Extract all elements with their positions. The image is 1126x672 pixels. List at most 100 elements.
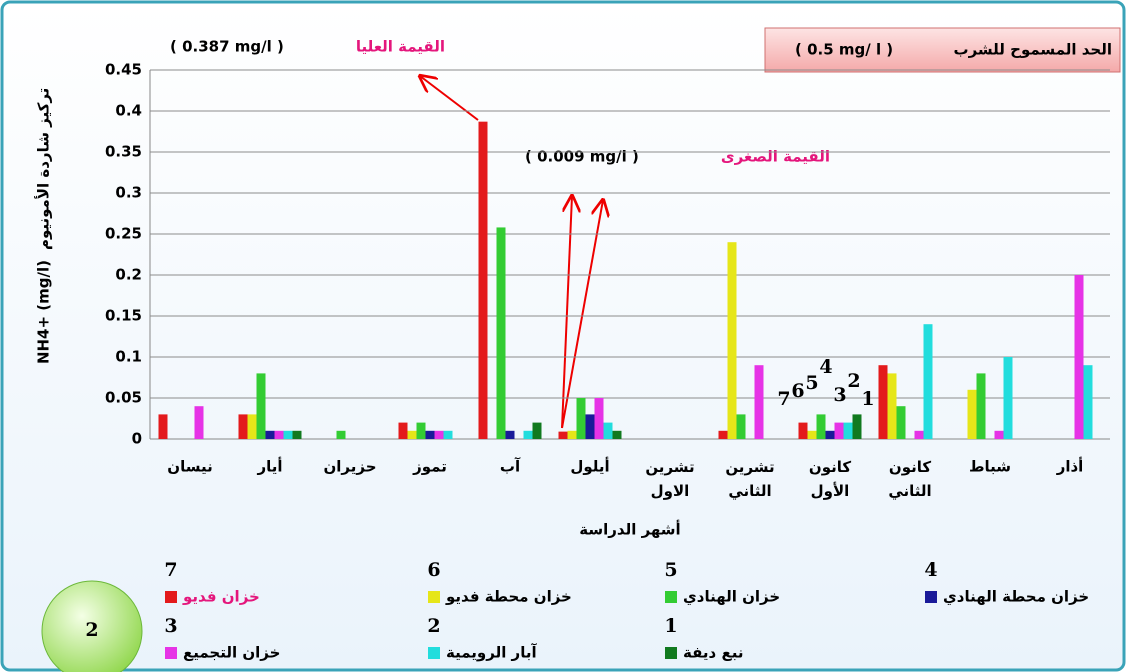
bar-number: 1 — [861, 388, 874, 410]
y-tick-label: 0.1 — [115, 348, 142, 366]
badge — [41, 580, 143, 672]
bar — [256, 373, 266, 439]
y-axis-label: NH4+ (mg/l) — [35, 260, 53, 364]
bar — [923, 324, 933, 439]
bar — [496, 227, 506, 439]
bar — [567, 430, 577, 439]
bar — [896, 406, 906, 439]
bar — [425, 430, 435, 439]
bar — [434, 430, 444, 439]
legend-label: خزان فديو — [182, 588, 260, 606]
bar-number: 5 — [805, 372, 818, 394]
bar — [727, 242, 737, 439]
legend-label: خزان محطة الهنادي — [943, 588, 1089, 607]
x-tick-label: كانون الثاني — [888, 458, 931, 500]
x-tick-label: تشرين الاول — [645, 458, 694, 500]
bar — [834, 422, 844, 439]
bar — [158, 414, 168, 439]
legend-label: آبار الرويمية — [446, 644, 537, 662]
x-tick-label: حزيران — [323, 458, 376, 476]
x-tick-label: أيار — [256, 457, 282, 476]
legend-swatch — [925, 591, 937, 603]
bar — [407, 430, 417, 439]
bar — [247, 414, 257, 439]
y-tick-label: 0.45 — [105, 61, 142, 79]
bar — [292, 430, 302, 439]
legend-label: خزان الهنادي — [683, 588, 780, 607]
x-tick-label: تموز — [412, 458, 447, 476]
y-tick-label: 0 — [132, 430, 142, 448]
legend-swatch — [428, 591, 440, 603]
y-tick-label: 0.4 — [115, 102, 142, 120]
y-axis-label: تركيز شاردة الأمونيوم — [35, 88, 53, 250]
bar — [976, 373, 986, 439]
arrow — [561, 196, 572, 429]
x-tick-label: شباط — [969, 458, 1011, 476]
y-tick-label: 0.25 — [105, 225, 142, 243]
arrow — [420, 76, 479, 121]
legend-label: نبع ديفة — [683, 644, 743, 662]
limit-box — [764, 27, 1121, 73]
x-tick-label: نيسان — [167, 458, 212, 476]
bar-number: 3 — [833, 384, 846, 406]
legend-swatch — [165, 647, 177, 659]
bar — [585, 414, 595, 439]
bar — [416, 422, 426, 439]
bar — [967, 389, 977, 439]
bar — [532, 422, 542, 439]
bar — [718, 430, 728, 439]
legend-swatch — [665, 647, 677, 659]
bar — [336, 430, 346, 439]
legend-number: 5 — [664, 559, 677, 581]
limit-text: الحد المسموح للشرب — [954, 41, 1112, 59]
min-label: القيمة الصغرى — [721, 148, 830, 166]
bar — [265, 430, 275, 439]
x-tick-label: تشرين الثاني — [725, 458, 774, 500]
bar — [1083, 365, 1093, 439]
bar — [398, 422, 408, 439]
max-label: القيمة العليا — [356, 38, 445, 56]
bar — [603, 422, 613, 439]
legend-number: 7 — [164, 559, 177, 581]
legend-number: 1 — [664, 615, 677, 637]
x-axis-label: أشهر الدراسة — [579, 520, 680, 539]
min-value: ( 0.009 mg/l ) — [525, 148, 639, 166]
y-tick-label: 0.3 — [115, 184, 142, 202]
max-value: ( 0.387 mg/l ) — [170, 38, 284, 56]
legend-swatch — [665, 591, 677, 603]
bar — [798, 422, 808, 439]
bar-number: 7 — [777, 388, 790, 410]
bar — [736, 414, 746, 439]
bar — [505, 430, 515, 439]
legend-number: 3 — [164, 615, 177, 637]
y-tick-label: 0.2 — [115, 266, 142, 284]
legend-swatch — [165, 591, 177, 603]
bar — [523, 430, 533, 439]
bar — [576, 398, 586, 439]
bar — [914, 430, 924, 439]
limit-value: ( 0.5 mg/ l ) — [795, 41, 893, 59]
arrow — [561, 200, 603, 429]
bar — [238, 414, 248, 439]
bar — [443, 430, 453, 439]
legend-label: خزان محطة فديو — [445, 588, 572, 606]
bar — [1074, 275, 1084, 439]
x-tick-label: أيلول — [570, 457, 609, 476]
bar — [283, 430, 293, 439]
legend-swatch — [428, 647, 440, 659]
x-tick-label: أذار — [1056, 457, 1084, 476]
y-tick-label: 0.15 — [105, 307, 142, 325]
bar-number: 2 — [847, 370, 860, 392]
x-tick-label: كانون الأول — [809, 458, 851, 500]
badge-text: 2 — [85, 619, 98, 641]
bar — [852, 414, 862, 439]
bar — [807, 430, 817, 439]
bar — [478, 121, 488, 439]
x-tick-label: آب — [500, 458, 521, 476]
bar — [878, 365, 888, 439]
legend-number: 4 — [924, 559, 937, 581]
bar — [1003, 357, 1013, 439]
legend-number: 2 — [427, 615, 440, 637]
